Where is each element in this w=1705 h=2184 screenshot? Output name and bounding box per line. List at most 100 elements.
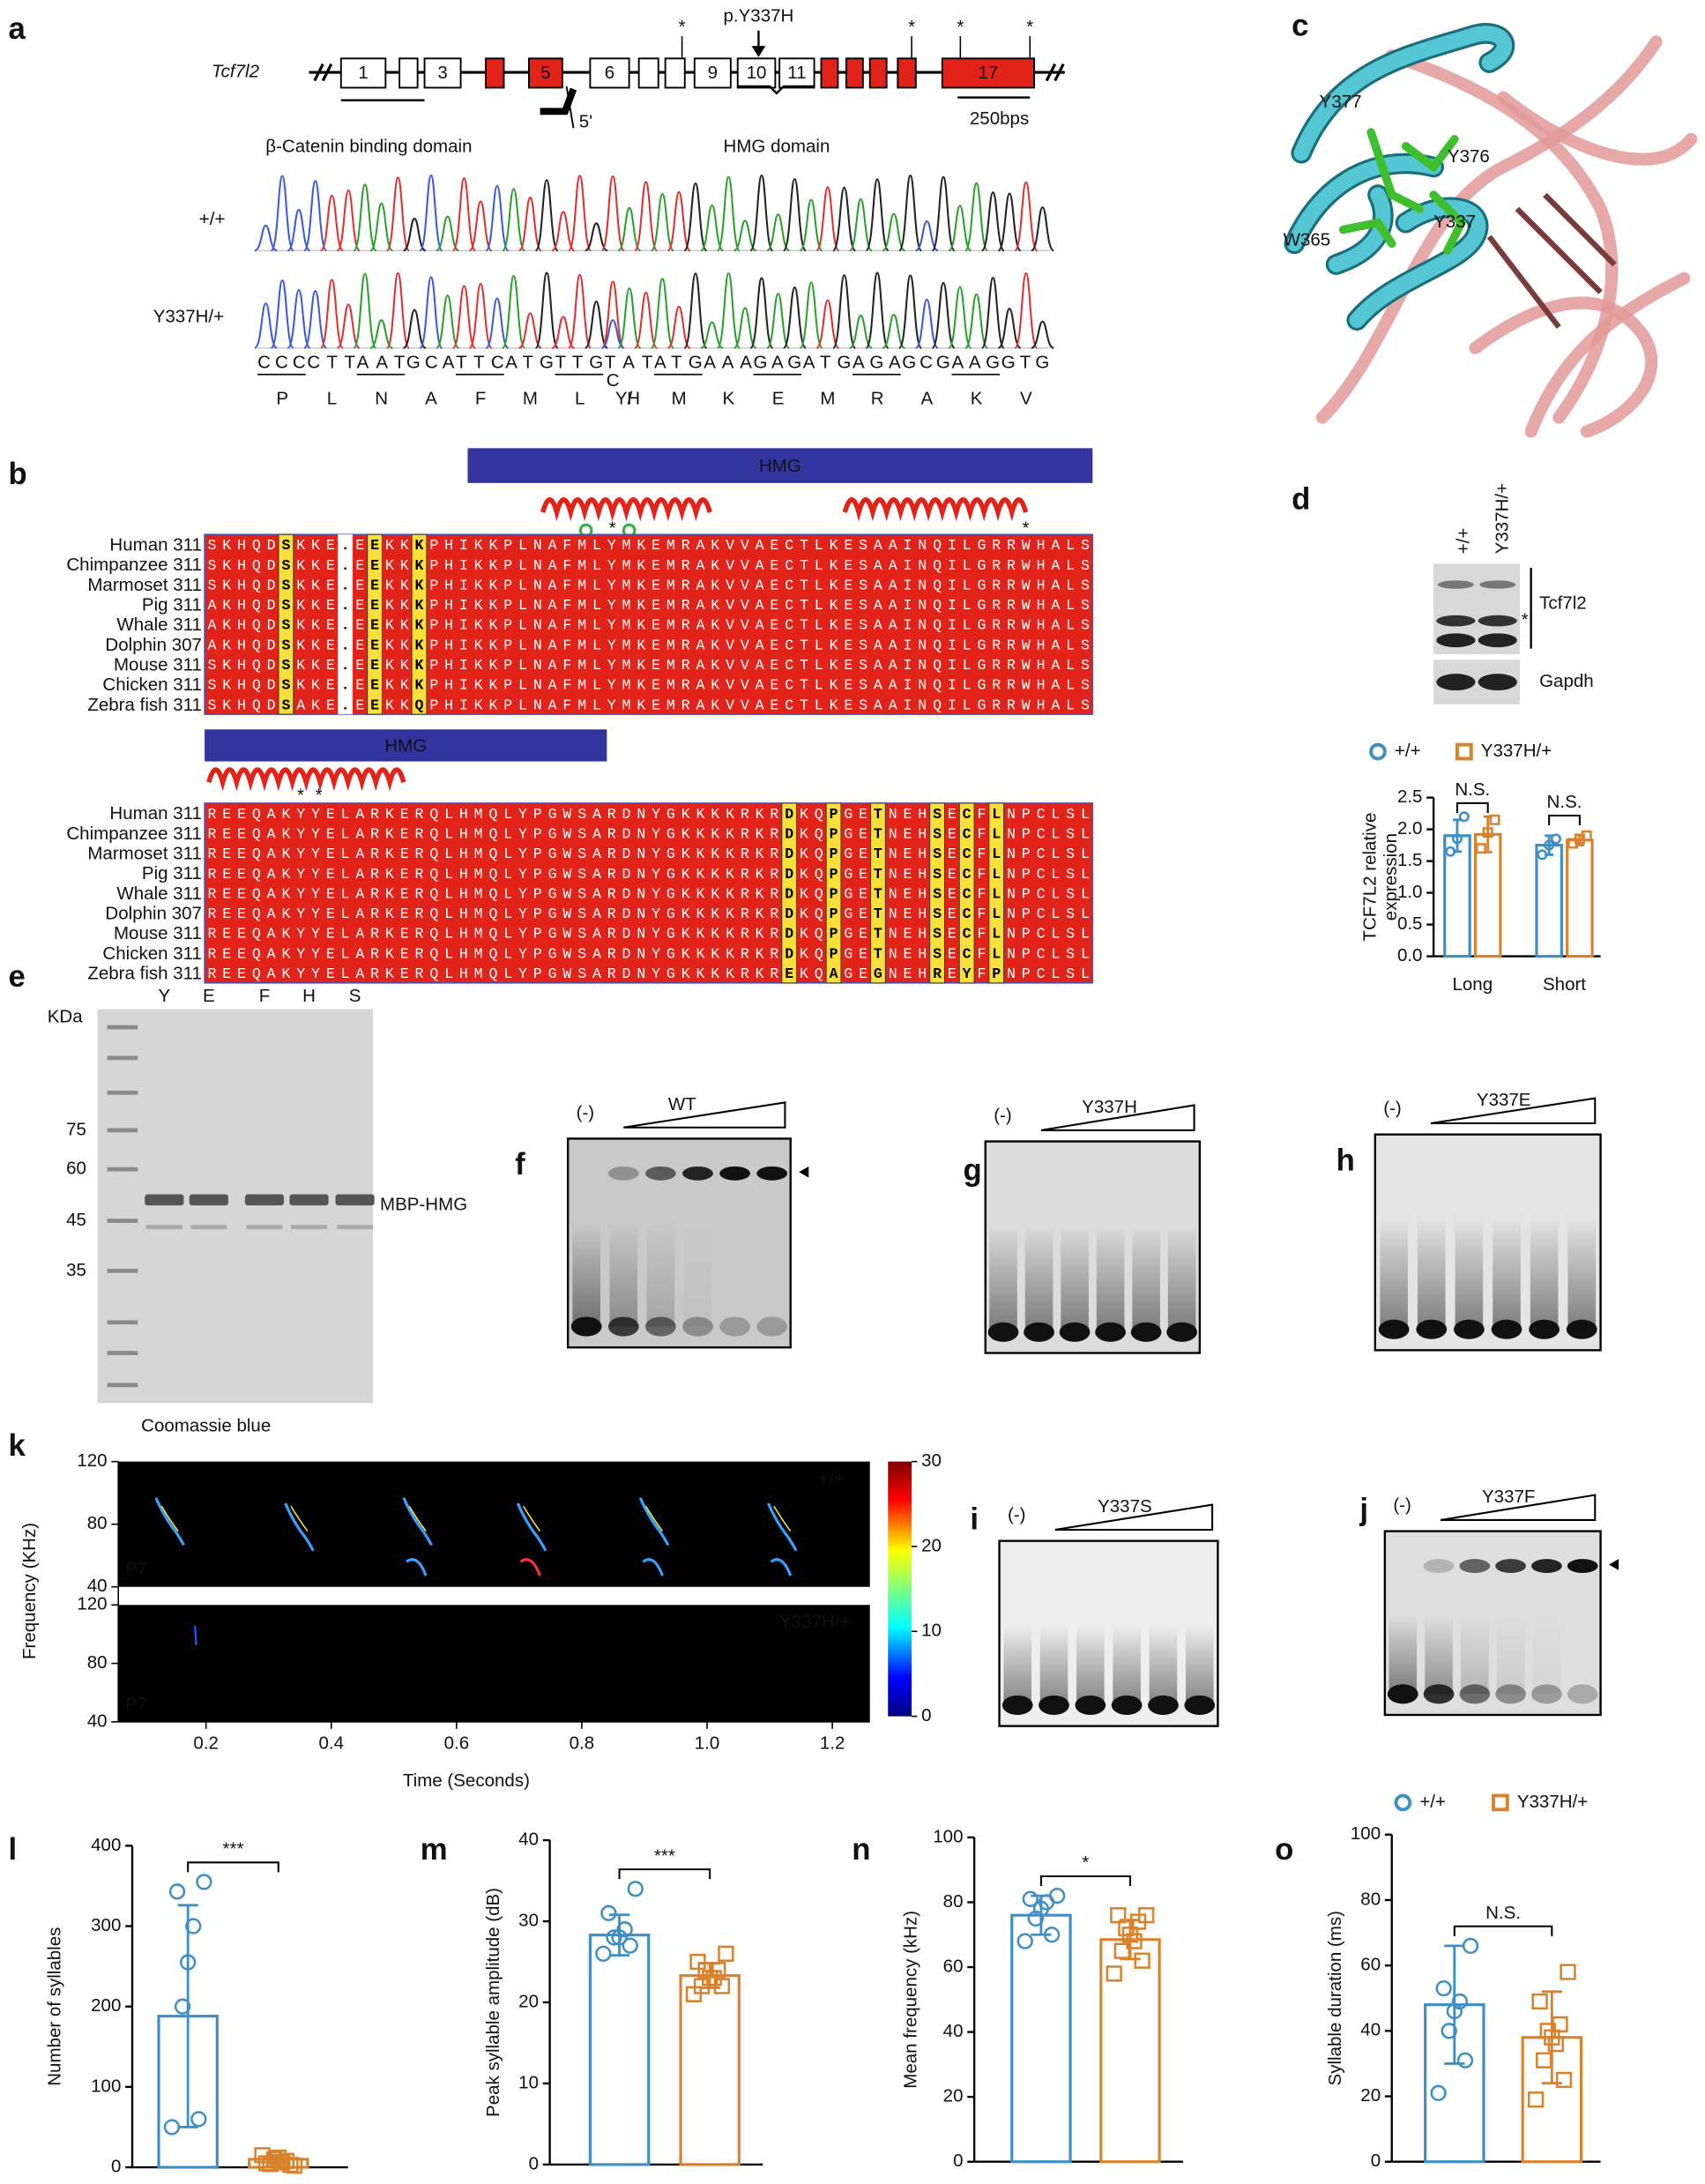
smear xyxy=(1039,1624,1068,1705)
band xyxy=(1437,580,1474,589)
residue-letter: K xyxy=(756,806,764,823)
trace-peak xyxy=(485,184,510,252)
residue-letter: E xyxy=(355,578,364,594)
residue-letter: K xyxy=(296,617,305,634)
residue-letter: P xyxy=(533,866,542,883)
marker-weight: 60 xyxy=(66,1159,86,1179)
trace-peak xyxy=(534,179,559,252)
free-probe xyxy=(1184,1695,1216,1715)
residue-letter: Q xyxy=(252,657,261,674)
residue-letter: Q xyxy=(815,926,823,943)
residue-letter: E xyxy=(237,806,246,823)
trace-peak xyxy=(782,177,808,252)
residue-letter: N xyxy=(533,578,542,594)
residue-letter: K xyxy=(415,597,424,614)
residue-letter: D xyxy=(622,846,631,863)
residue-letter: L xyxy=(592,538,601,555)
residue-letter: E xyxy=(355,597,364,614)
free-probe xyxy=(1130,1322,1162,1342)
call-trace xyxy=(193,1625,197,1646)
x-tick-label: 0.6 xyxy=(444,1733,470,1754)
data-point xyxy=(685,1986,703,2002)
residue-letter: E xyxy=(770,578,778,594)
residue-letter: K xyxy=(711,597,719,614)
residue-letter: E xyxy=(948,886,957,903)
residue-letter: R xyxy=(681,557,690,574)
residue-letter: K xyxy=(711,846,719,863)
trace-peak xyxy=(419,276,443,349)
species-name: Zebra fish 311 xyxy=(87,963,202,983)
residue-letter: K xyxy=(711,866,719,883)
panel-label: a xyxy=(9,12,26,46)
ladder-band xyxy=(107,1167,138,1172)
residue-letter: L xyxy=(592,657,601,674)
residue-letter: S xyxy=(859,597,867,614)
residue-letter: R xyxy=(1007,578,1016,594)
residue-letter: A xyxy=(548,597,557,614)
residue-label: Y377 xyxy=(1320,92,1362,112)
residue-letter: Q xyxy=(252,946,261,963)
residue-letter: G xyxy=(977,617,986,634)
residue-letter: A xyxy=(1051,617,1060,634)
residue-letter: K xyxy=(311,578,320,594)
residue-letter: F xyxy=(562,557,571,574)
residue-letter: E xyxy=(859,826,867,843)
residue: K xyxy=(971,389,983,409)
residue-letter: K xyxy=(296,637,305,654)
residue-letter: K xyxy=(711,946,719,963)
residue-letter: L xyxy=(518,657,527,674)
residue-letter: S xyxy=(933,806,942,823)
exon-label: 6 xyxy=(605,63,614,83)
residue-letter: I xyxy=(948,597,957,614)
residue-letter: Y xyxy=(311,806,320,823)
residue-letter: N xyxy=(637,906,645,922)
residue-letter: E xyxy=(948,866,957,883)
residue-letter: T xyxy=(800,597,808,614)
residue-letter: C xyxy=(1037,906,1046,922)
residue-letter: N xyxy=(637,946,645,963)
residue-letter: K xyxy=(800,846,808,863)
residue-letter: E xyxy=(326,846,335,863)
residue-letter: I xyxy=(948,578,957,594)
residue-letter: L xyxy=(992,846,1001,863)
residue-letter: L xyxy=(1081,946,1090,963)
residue-letter: M xyxy=(474,965,483,982)
residue-letter: S xyxy=(577,806,586,823)
age-label: P7 xyxy=(125,1559,147,1579)
residue-letter: R xyxy=(992,617,1001,634)
residue-letter: . xyxy=(341,697,350,714)
residue-letter: Q xyxy=(488,946,497,963)
residue-letter: V xyxy=(726,657,734,674)
residue-letter: H xyxy=(918,806,927,823)
residue-letter: A xyxy=(874,657,882,674)
residue-letter: M xyxy=(577,597,586,614)
emsa-gel xyxy=(1374,1133,1602,1352)
residue-letter: A xyxy=(696,637,704,654)
residue-letter: E xyxy=(326,906,335,922)
call-trace xyxy=(773,1505,792,1532)
residue-letter: Q xyxy=(429,886,438,903)
residue-letter: K xyxy=(400,657,409,674)
domain-bar-label: HMG xyxy=(759,456,801,476)
residue-letter: A xyxy=(756,677,764,694)
residue-letter: A xyxy=(1051,637,1060,654)
residue-letter: I xyxy=(459,657,468,674)
residue-letter: E xyxy=(222,926,231,943)
residue-letter: E xyxy=(400,806,409,823)
residue-letter: A xyxy=(296,697,305,714)
y-tick-label: 80 xyxy=(943,1891,964,1912)
residue-letter: R xyxy=(681,637,690,654)
residue-letter: Q xyxy=(252,926,261,943)
residue-letter: Q xyxy=(252,557,261,574)
residue-letter: K xyxy=(281,946,290,963)
residue-letter: K xyxy=(800,946,808,963)
species-name: Whale 311 xyxy=(116,883,202,904)
data-point xyxy=(1489,814,1500,825)
trace-peak xyxy=(766,213,790,252)
residue-letter: G xyxy=(844,806,852,823)
residue-letter: K xyxy=(296,557,305,574)
residue-letter: K xyxy=(681,906,690,922)
residue-letter: E xyxy=(355,557,364,574)
trace-peak xyxy=(568,273,592,349)
panel-label: b xyxy=(9,458,27,491)
